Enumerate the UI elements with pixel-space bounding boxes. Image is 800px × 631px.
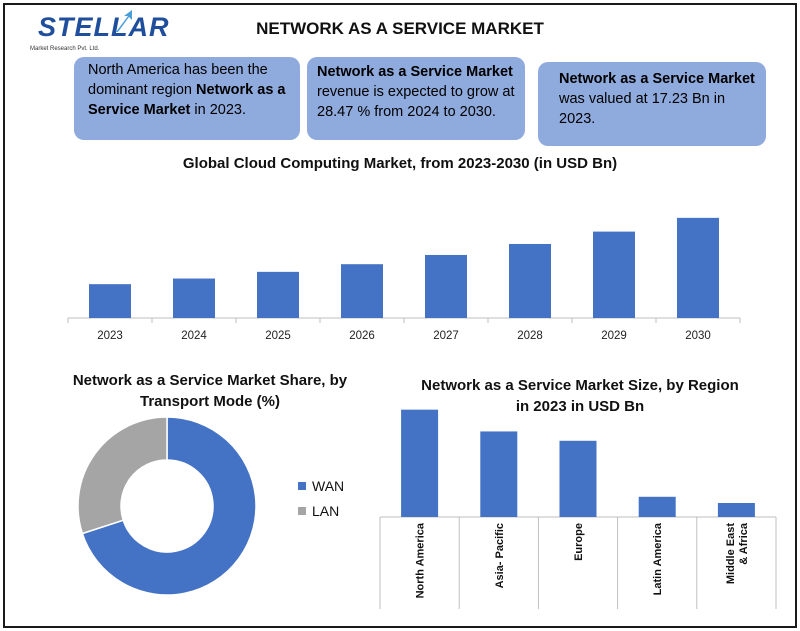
info-text-bold: Network as a Service Market [559,71,755,87]
x-tick-label: 2024 [181,330,207,342]
bar-2030 [677,217,719,318]
bar-region [638,496,676,517]
info-text: revenue is expected to grow at 28.47 % f… [317,84,515,120]
bar-2029 [593,231,635,318]
donut-slice-wan [81,416,257,596]
bar-region [559,440,597,517]
bar-region [480,431,518,517]
x-tick-label: Middle East [725,523,737,584]
x-tick-label: 2029 [601,330,627,342]
info-box-valuation: Network as a Service Market was valued a… [538,62,766,146]
logo-arrow-icon [116,10,132,32]
info-text-bold: Network as a Service Market [88,82,286,118]
logo-subtitle: Market Research Pvt. Ltd. [30,46,100,52]
bar-2024 [173,278,215,318]
page-title: NETWORK AS A SERVICE MARKET [256,19,544,38]
info-text: in 2023. [190,102,247,118]
legend-swatch-lan [298,507,306,515]
page-frame [3,3,797,628]
x-tick-label: & Africa [738,522,750,565]
x-tick-label: Latin America [652,522,664,595]
x-tick-label: 2025 [265,330,291,342]
x-tick-label: Europe [573,523,585,561]
info-box-growth: Network as a Service Market revenue is e… [307,57,525,140]
x-tick-label: 2027 [433,330,459,342]
x-tick-label: North America [415,522,427,598]
bar-region [401,409,439,517]
bar-2027 [425,254,467,318]
region-chart-title: Network as a Service Market Size, by Reg… [421,377,739,415]
cloud-chart-title: Global Cloud Computing Market, from 2023… [182,155,618,172]
legend-label-lan: LAN [312,503,340,519]
x-tick-label: 2028 [517,330,543,342]
legend-item-wan: WAN [298,478,344,494]
donut-slice-lan [77,416,168,535]
x-tick-label: 2023 [97,330,123,342]
info-text-bold: Network as a Service Market [317,64,513,80]
bar-region [717,503,755,517]
logo: STELLAR Market Research Pvt. Ltd. [30,8,169,56]
x-tick-label: 2026 [349,330,375,342]
legend-item-lan: LAN [298,503,339,519]
x-tick-label: 2030 [685,330,711,342]
info-text: North America has been the dominant regi… [88,62,268,98]
bar-2028 [509,243,551,318]
transport-chart-title: Network as a Service Market Share, by Tr… [72,372,348,410]
info-text: was valued at 17.23 Bn in 2023. [559,91,726,127]
x-tick-label: Asia- Pacific [494,523,506,588]
info-box-region: North America has been the dominant regi… [74,57,300,140]
legend-swatch-wan [298,482,306,490]
bar-2023 [89,284,131,318]
logo-text: STELLAR [38,12,170,42]
bar-2026 [341,264,383,318]
bar-2025 [257,271,299,318]
legend-label-wan: WAN [312,478,345,494]
